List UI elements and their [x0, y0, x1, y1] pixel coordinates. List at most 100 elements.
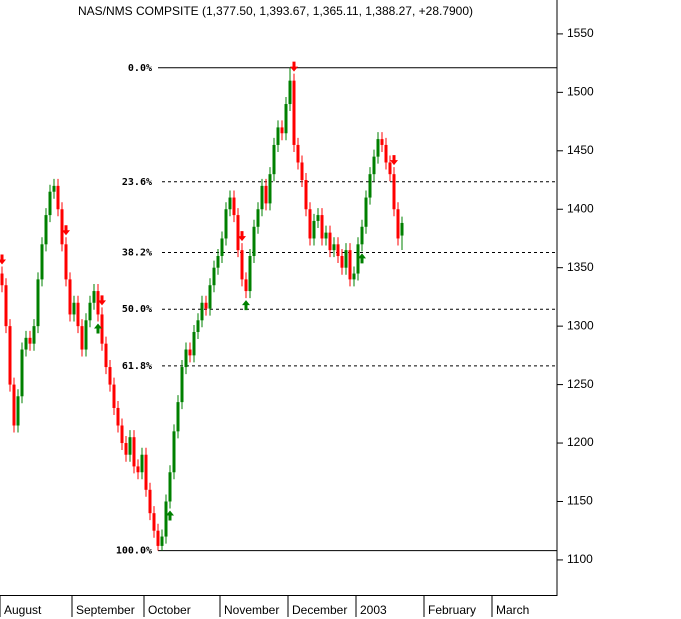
candle-body	[244, 279, 248, 292]
candle-body	[212, 267, 216, 286]
candle-body	[144, 454, 148, 490]
candle-body	[328, 232, 332, 251]
candle-body	[48, 191, 52, 216]
candle-body	[240, 250, 244, 280]
candle-body	[88, 302, 92, 321]
y-tick-label: 1100	[567, 552, 593, 566]
candle-body	[68, 279, 72, 315]
candle-body	[348, 250, 352, 280]
candle-body	[96, 291, 100, 315]
candle-body	[336, 244, 340, 257]
fib-label: 61.8%	[122, 361, 152, 372]
candle-body	[20, 349, 24, 397]
candle-body	[32, 326, 36, 344]
candle-body	[264, 185, 268, 204]
candle-body	[280, 127, 284, 134]
candle-body	[8, 326, 12, 385]
candle-body	[92, 291, 96, 303]
candle-body	[272, 144, 276, 175]
candle-body	[176, 402, 180, 432]
candle-body	[256, 209, 260, 227]
candle-body	[320, 215, 324, 239]
candle-body	[228, 197, 232, 210]
candle-body	[340, 256, 344, 268]
buy-signal	[242, 300, 250, 311]
candle-body	[148, 489, 152, 514]
candle-body	[352, 273, 356, 280]
fib-label: 23.6%	[122, 177, 152, 188]
candle-body	[4, 285, 8, 327]
x-tick-label: September	[76, 603, 135, 617]
chart-title: NAS/NMS COMPSITE (1,377.50, 1,393.67, 1,…	[78, 4, 473, 18]
candle-body	[304, 180, 308, 210]
candle-body	[124, 443, 128, 455]
candle-body	[236, 215, 240, 251]
candle-body	[396, 209, 400, 239]
candle-body	[220, 238, 224, 257]
candle-body	[208, 285, 212, 309]
candle-body	[104, 343, 108, 368]
candle-body	[260, 185, 264, 210]
candle-body	[164, 501, 168, 537]
sell-signal	[390, 155, 398, 166]
candle-body	[204, 302, 208, 309]
y-tick-label: 1350	[567, 260, 594, 274]
y-tick-label: 1550	[567, 26, 594, 40]
candle-body	[296, 144, 300, 163]
candle-body	[360, 226, 364, 245]
candle-body	[172, 431, 176, 473]
candle-body	[140, 454, 144, 473]
candle-body	[188, 349, 192, 356]
candle-body	[192, 331, 196, 356]
fib-label: 38.2%	[122, 247, 152, 258]
candle-body	[0, 273, 4, 286]
x-tick-label: December	[292, 603, 347, 617]
candle-body	[12, 384, 16, 426]
candle-body	[44, 215, 48, 245]
candle-body	[180, 367, 184, 403]
candle-body	[312, 220, 316, 239]
candle-body	[52, 185, 56, 192]
candle-body	[364, 197, 368, 227]
candle-body	[224, 209, 228, 239]
sell-signal	[290, 61, 298, 72]
candle-body	[84, 320, 88, 350]
candle-body	[36, 279, 40, 327]
x-tick-label: October	[148, 603, 191, 617]
candle-body	[288, 80, 292, 105]
y-tick-label: 1150	[567, 494, 593, 508]
candle-body	[300, 162, 304, 181]
candle-body	[344, 250, 348, 268]
candle-body	[168, 472, 172, 502]
y-tick-label: 1400	[567, 201, 594, 215]
x-tick-label: February	[428, 603, 476, 617]
candle-body	[116, 407, 120, 426]
candle-body	[60, 209, 64, 245]
candle-body	[368, 174, 372, 198]
candle-body	[268, 174, 272, 204]
candle-body	[28, 337, 32, 344]
sell-signal	[62, 225, 70, 236]
candle-body	[284, 104, 288, 134]
buy-signal	[94, 323, 102, 334]
x-tick-label: March	[496, 603, 529, 617]
candle-body	[316, 215, 320, 221]
candle-body	[108, 367, 112, 385]
candle-body	[100, 314, 104, 344]
y-tick-label: 1250	[567, 377, 594, 391]
candle-body	[72, 302, 76, 315]
candle-body	[332, 244, 336, 251]
candle-body	[232, 197, 236, 216]
fib-label: 50.0%	[122, 304, 152, 315]
candle-body	[184, 349, 188, 368]
candle-body	[132, 437, 136, 467]
candle-body	[292, 80, 296, 145]
sell-signal	[98, 295, 106, 306]
candle-body	[400, 222, 404, 236]
candle-body	[80, 326, 84, 350]
candle-body	[128, 437, 132, 455]
candle-body	[136, 466, 140, 473]
sell-signal	[0, 254, 6, 265]
